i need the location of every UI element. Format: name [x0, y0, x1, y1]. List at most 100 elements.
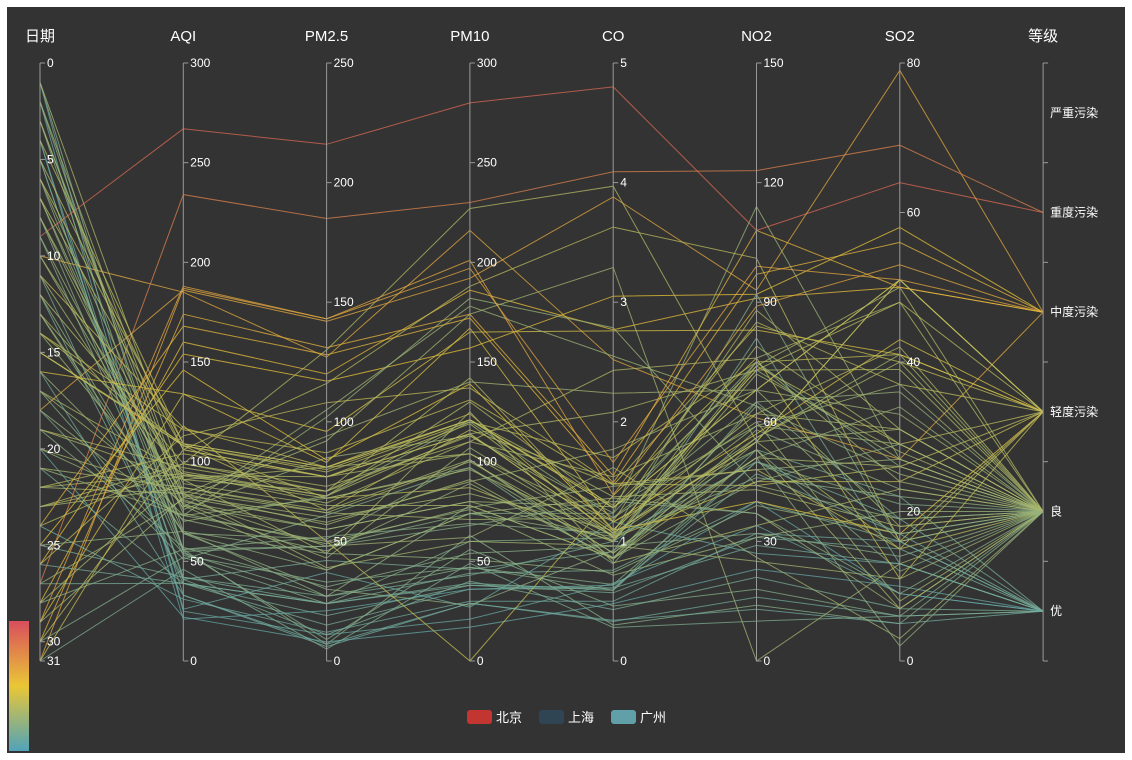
data-line[interactable]	[39, 562, 1044, 662]
series-广州	[39, 82, 1044, 662]
data-line[interactable]	[39, 197, 1044, 534]
series-lines	[39, 69, 1044, 662]
data-line[interactable]	[39, 236, 1044, 586]
tick-label: 50	[477, 554, 491, 568]
data-line[interactable]	[39, 226, 1044, 565]
data-line[interactable]	[39, 448, 1044, 643]
data-line[interactable]	[39, 294, 1044, 531]
legend-item-上海[interactable]: 上海	[539, 710, 594, 725]
data-line[interactable]	[39, 309, 1044, 522]
axis-title: 日期	[25, 28, 55, 45]
legend-label: 上海	[568, 710, 594, 725]
parallel-axes: 日期05101520253031AQI050100150200250300PM2…	[25, 27, 1098, 668]
tick-label: 31	[47, 654, 61, 668]
data-line[interactable]	[39, 140, 1044, 620]
data-line[interactable]	[39, 120, 1044, 610]
data-line[interactable]	[39, 357, 1044, 662]
data-line[interactable]	[39, 82, 1044, 612]
data-line[interactable]	[39, 274, 1044, 539]
legend-item-北京[interactable]: 北京	[467, 710, 522, 725]
axis-title: 等级	[1028, 27, 1058, 45]
axis-等级: 等级优 良 轻度污染 中度污染 重度污染 严重污染	[1028, 27, 1098, 662]
tick-label: 20	[907, 505, 921, 519]
data-line[interactable]	[39, 241, 1044, 527]
data-line[interactable]	[39, 401, 1044, 565]
tick-label: 2	[620, 415, 627, 429]
legend-label: 广州	[640, 710, 666, 725]
legend-swatch	[611, 710, 636, 724]
data-line[interactable]	[39, 266, 1044, 662]
data-line[interactable]	[39, 86, 1044, 237]
tick-label: 轻度污染	[1050, 404, 1098, 419]
data-line[interactable]	[39, 325, 1044, 486]
data-line[interactable]	[39, 390, 1044, 512]
data-line[interactable]	[39, 259, 1044, 662]
data-line[interactable]	[39, 321, 1044, 507]
parallel-chart[interactable]: 日期05101520253031AQI050100150200250300PM2…	[7, 7, 1125, 753]
data-line[interactable]	[39, 345, 1044, 604]
visual-map-gradient[interactable]	[9, 621, 29, 751]
data-line[interactable]	[39, 217, 1044, 559]
data-line[interactable]	[39, 467, 1044, 626]
axis-CO: CO 0 1 2 3 4 5	[602, 28, 627, 668]
axis-title: SO2	[885, 28, 915, 45]
tick-label: 0	[764, 654, 771, 668]
data-line[interactable]	[39, 159, 1044, 612]
tick-label: 25	[47, 538, 61, 552]
data-line[interactable]	[39, 101, 1044, 602]
data-line[interactable]	[39, 205, 1044, 514]
data-line[interactable]	[39, 369, 1044, 546]
data-line[interactable]	[39, 327, 1044, 523]
legend-swatch	[539, 710, 564, 724]
data-line[interactable]	[39, 504, 1044, 574]
data-line[interactable]	[39, 286, 1044, 604]
data-line[interactable]	[39, 197, 1044, 545]
data-line[interactable]	[39, 419, 1044, 528]
data-line[interactable]	[39, 226, 1044, 642]
data-line[interactable]	[39, 428, 1044, 560]
axis-title: CO	[602, 28, 625, 45]
tick-label: 250	[477, 156, 497, 170]
data-line[interactable]	[39, 178, 1044, 523]
data-line[interactable]	[39, 301, 1044, 532]
data-line[interactable]	[39, 229, 1044, 642]
data-line[interactable]	[39, 294, 1044, 559]
data-line[interactable]	[39, 449, 1044, 612]
data-line[interactable]	[39, 101, 1044, 597]
axis-NO2: NO2 0 30 60 90 120 150	[741, 28, 784, 668]
tick-label: 40	[907, 355, 921, 369]
data-line[interactable]	[39, 467, 1044, 576]
data-line[interactable]	[39, 178, 1044, 509]
data-line[interactable]	[39, 383, 1044, 559]
tick-label: 20	[47, 442, 61, 456]
data-line[interactable]	[39, 159, 1044, 612]
data-line[interactable]	[39, 144, 1044, 584]
data-line[interactable]	[39, 381, 1044, 528]
tick-label: 200	[190, 255, 210, 269]
data-line[interactable]	[39, 525, 1044, 633]
tick-label: 150	[190, 355, 210, 369]
data-line[interactable]	[39, 313, 1044, 523]
axis-PM2.5: PM2.5 0 50 100 150 200 250	[305, 28, 354, 668]
data-line[interactable]	[39, 461, 1044, 643]
legend-item-广州[interactable]: 广州	[611, 710, 666, 725]
tick-label: 250	[334, 56, 354, 70]
data-line[interactable]	[39, 387, 1044, 565]
data-line[interactable]	[39, 229, 1044, 460]
data-line[interactable]	[39, 405, 1044, 559]
tick-label: 4	[620, 176, 627, 190]
data-line[interactable]	[39, 461, 1044, 612]
data-line[interactable]	[39, 255, 1044, 538]
data-line[interactable]	[39, 69, 1044, 411]
data-line[interactable]	[39, 301, 1044, 512]
data-line[interactable]	[39, 217, 1044, 530]
data-line[interactable]	[39, 178, 1044, 550]
tick-label: 300	[190, 56, 210, 70]
tick-label: 90	[764, 295, 778, 309]
data-line[interactable]	[39, 286, 1044, 512]
legend-label: 北京	[496, 710, 522, 725]
data-line[interactable]	[39, 373, 1044, 543]
tick-label: 0	[620, 654, 627, 668]
data-line[interactable]	[39, 429, 1044, 588]
data-line[interactable]	[39, 371, 1044, 648]
